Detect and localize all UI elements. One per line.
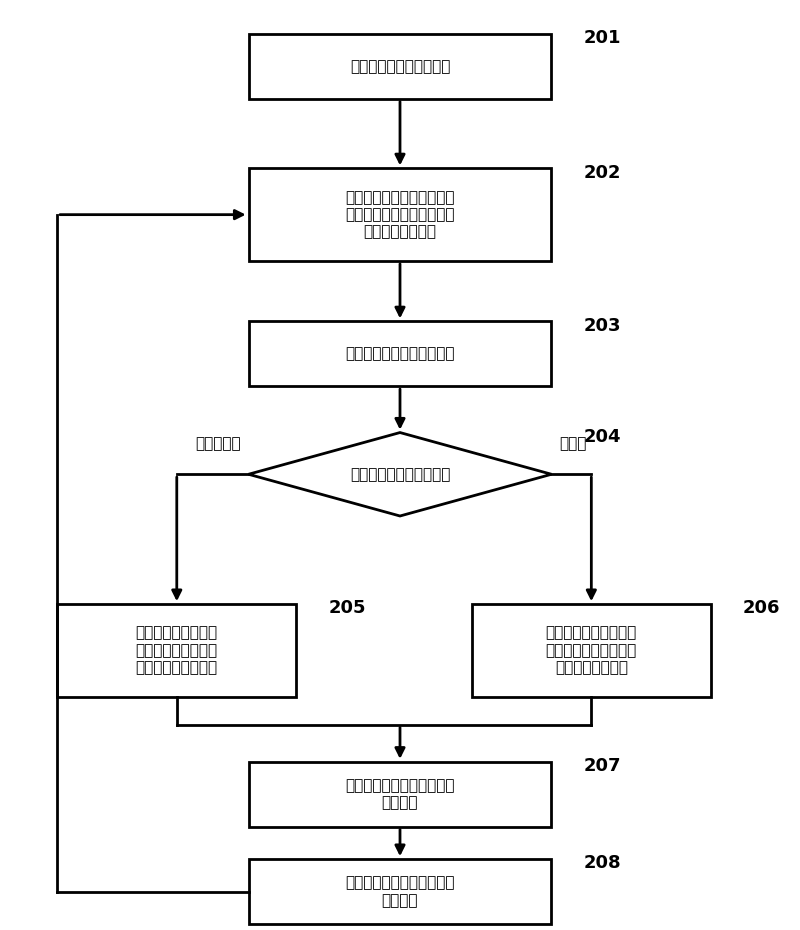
Text: 204: 204 xyxy=(583,428,621,445)
Text: 按照监控频率等待下次轮询
时间到来: 按照监控频率等待下次轮询 时间到来 xyxy=(346,875,454,908)
Text: 是百分比类型还是数字型: 是百分比类型还是数字型 xyxy=(350,467,450,482)
FancyBboxPatch shape xyxy=(249,168,551,261)
Text: 向网元集合包含的各网元逐
个发送包含所述指定性能指
标标识的采集请求: 向网元集合包含的各网元逐 个发送包含所述指定性能指 标标识的采集请求 xyxy=(346,190,454,240)
Text: 207: 207 xyxy=(583,757,621,775)
Text: 将获取的性能数据进行
求和，将得到的求和值
作为总体性能数据: 将获取的性能数据进行 求和，将得到的求和值 作为总体性能数据 xyxy=(546,626,637,675)
Polygon shape xyxy=(249,432,551,516)
Text: 百分比类型: 百分比类型 xyxy=(195,436,241,451)
Text: 202: 202 xyxy=(583,164,621,181)
Text: 将总体性能数据添加到实时
监控表中: 将总体性能数据添加到实时 监控表中 xyxy=(346,778,454,810)
Text: 数字型: 数字型 xyxy=(559,436,587,451)
FancyBboxPatch shape xyxy=(249,762,551,827)
Text: 201: 201 xyxy=(583,29,621,47)
Text: 接收各网元反馈的性能数据: 接收各网元反馈的性能数据 xyxy=(346,346,454,361)
Text: 208: 208 xyxy=(583,855,621,872)
FancyBboxPatch shape xyxy=(472,604,711,697)
FancyBboxPatch shape xyxy=(249,321,551,386)
Text: 206: 206 xyxy=(743,600,780,618)
Text: 进入系统级实时监控界面: 进入系统级实时监控界面 xyxy=(350,59,450,73)
FancyBboxPatch shape xyxy=(57,604,296,697)
Text: 205: 205 xyxy=(328,600,366,618)
FancyBboxPatch shape xyxy=(249,859,551,924)
Text: 对获取的性能数据求
平均，将得到的平均
值作为总体性能数据: 对获取的性能数据求 平均，将得到的平均 值作为总体性能数据 xyxy=(136,626,218,675)
FancyBboxPatch shape xyxy=(249,33,551,99)
Text: 203: 203 xyxy=(583,316,621,335)
